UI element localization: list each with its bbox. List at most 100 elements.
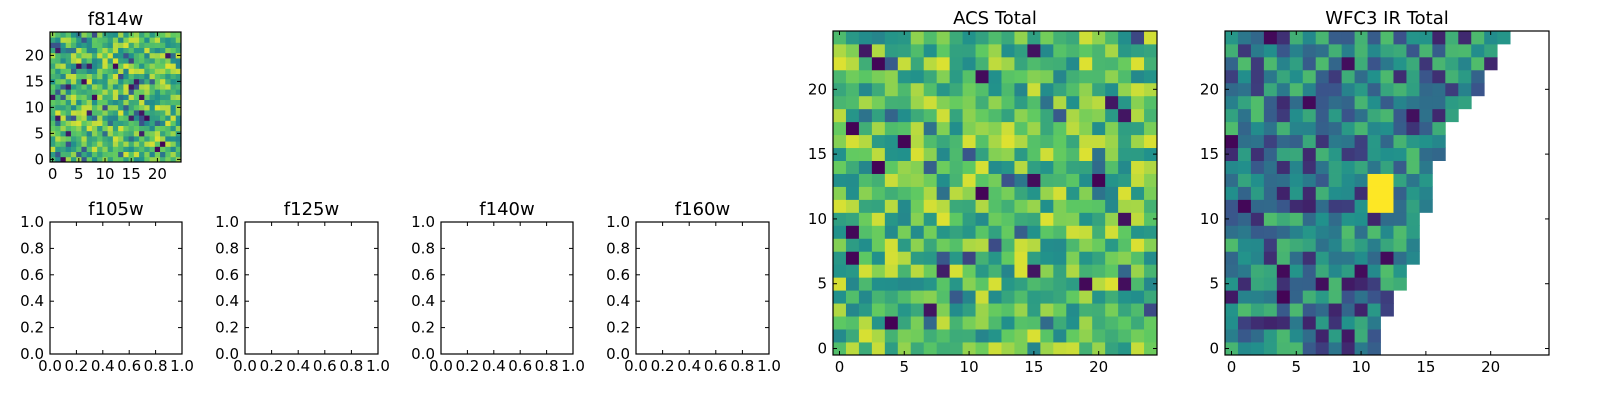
- heatmap-cell: [97, 146, 103, 152]
- heatmap-cell: [1302, 121, 1317, 136]
- panel-f160w: 0.0 0.2 0.4 0.6 0.8 1.00.00.20.40.60.81.0f160…: [606, 199, 781, 375]
- heatmap-cell: [102, 89, 109, 95]
- heatmap-cell: [139, 99, 145, 106]
- heatmap-cell: [128, 130, 135, 137]
- heatmap-cell: [97, 84, 103, 90]
- heatmap-cell: [1225, 225, 1239, 239]
- heatmap-cell: [1014, 31, 1028, 45]
- heatmap-cell: [76, 120, 82, 126]
- heatmap-cell: [91, 78, 98, 85]
- heatmap-cell: [1079, 329, 1093, 343]
- x-tick-label: 5: [74, 165, 84, 183]
- heatmap-cell: [936, 134, 951, 149]
- heatmap-cell: [1315, 290, 1330, 304]
- heatmap-cell: [1276, 303, 1291, 317]
- heatmap-cell: [144, 156, 150, 162]
- heatmap-cell: [76, 146, 82, 152]
- heatmap-cell: [1053, 108, 1067, 123]
- heatmap-cell: [165, 125, 171, 132]
- heatmap-cell: [86, 63, 93, 69]
- heatmap-cell: [962, 290, 976, 304]
- x-tick-label: 0: [48, 165, 58, 183]
- heatmap-cell: [1144, 147, 1157, 161]
- heatmap-cell: [154, 104, 161, 111]
- x-tick-label: 1.0: [170, 357, 194, 375]
- heatmap-cell: [97, 37, 103, 43]
- heatmap-cell: [97, 151, 103, 158]
- heatmap-cell: [884, 173, 899, 187]
- y-tick-label: 0.6: [215, 266, 239, 284]
- heatmap-cell: [60, 120, 67, 126]
- heatmap-cell: [1131, 31, 1145, 45]
- heatmap-cell: [1027, 31, 1041, 45]
- heatmap-cell: [1354, 212, 1368, 226]
- heatmap-cell: [1040, 238, 1054, 252]
- heatmap-cell: [1302, 329, 1317, 343]
- heatmap-cell: [845, 31, 860, 45]
- heatmap-cell: [1341, 186, 1355, 200]
- heatmap-cell: [1250, 316, 1265, 330]
- heatmap-cell: [165, 130, 171, 137]
- heatmap-cell: [1144, 173, 1157, 187]
- heatmap-cell: [1406, 121, 1420, 136]
- heatmap-cell: [884, 199, 899, 213]
- heatmap-cell: [60, 94, 67, 100]
- y-tick-label: 20: [1200, 80, 1219, 98]
- heatmap-cell: [1105, 69, 1119, 84]
- heatmap-cell: [910, 95, 925, 110]
- heatmap-cell: [1289, 69, 1304, 84]
- heatmap-cell: [1225, 199, 1239, 213]
- heatmap-cell: [884, 277, 899, 291]
- heatmap-cell: [884, 134, 899, 149]
- heatmap-cell: [1276, 43, 1291, 58]
- heatmap-cell: [65, 52, 72, 59]
- heatmap-cell: [1354, 95, 1368, 110]
- heatmap-cell: [97, 156, 103, 162]
- heatmap-cell: [833, 69, 847, 84]
- heatmap-cell: [1144, 329, 1157, 343]
- heatmap-cell: [133, 89, 140, 95]
- heatmap-cell: [144, 110, 150, 116]
- heatmap-cell: [1225, 134, 1239, 149]
- heatmap-cell: [81, 141, 88, 147]
- heatmap-cell: [1105, 251, 1119, 265]
- heatmap-cell: [1250, 121, 1265, 136]
- heatmap-cell: [1380, 108, 1394, 123]
- heatmap-cell: [1040, 147, 1054, 161]
- heatmap-cell: [123, 68, 129, 74]
- heatmap-cell: [65, 47, 72, 54]
- heatmap-cell: [139, 37, 145, 43]
- heatmap-cell: [897, 69, 912, 84]
- heatmap-cell: [165, 99, 171, 106]
- heatmap-cell: [160, 115, 166, 121]
- heatmap-cell: [897, 43, 912, 58]
- heatmap-cell: [1354, 121, 1368, 136]
- heatmap-cell: [1225, 43, 1239, 58]
- heatmap-cell: [1276, 264, 1291, 278]
- x-tick-label: 0.8: [144, 357, 168, 375]
- heatmap-cell: [1250, 95, 1265, 110]
- heatmap-cell: [897, 121, 912, 136]
- heatmap-cell: [128, 42, 135, 48]
- heatmap-cell: [936, 316, 951, 330]
- heatmap-cell: [910, 186, 925, 200]
- heatmap-cell: [1315, 160, 1330, 174]
- heatmap-cell: [144, 141, 150, 147]
- heatmap-cell: [1328, 56, 1343, 71]
- heatmap-cell: [871, 147, 886, 161]
- heatmap-cell: [1250, 303, 1265, 317]
- heatmap-cell: [884, 56, 899, 71]
- heatmap-cell: [871, 238, 886, 252]
- heatmap-cell: [91, 99, 98, 106]
- heatmap-cell: [962, 108, 976, 123]
- heatmap-cell: [871, 290, 886, 304]
- heatmap-cell: [975, 277, 989, 291]
- heatmap-cell: [858, 186, 873, 200]
- heatmap-cell: [949, 173, 963, 187]
- heatmap-cell: [1341, 56, 1355, 71]
- heatmap-cell: [165, 37, 171, 43]
- heatmap-cell: [1432, 134, 1446, 149]
- heatmap-cell: [1354, 199, 1368, 213]
- heatmap-cell: [154, 78, 161, 85]
- heatmap-cell: [60, 73, 67, 80]
